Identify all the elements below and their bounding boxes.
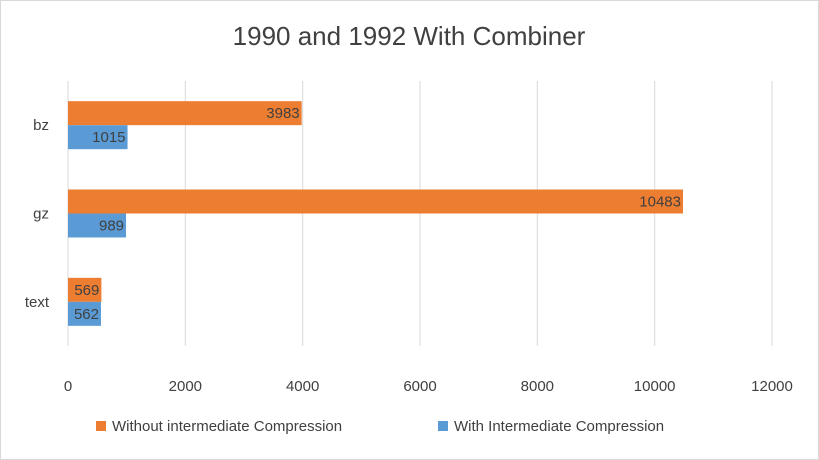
x-tick-label: 12000: [751, 378, 793, 395]
data-label: 3983: [266, 105, 299, 122]
chart-title: 1990 and 1992 With Combiner: [233, 21, 586, 51]
x-tick-label: 6000: [403, 378, 436, 395]
x-tick-label: 8000: [521, 378, 554, 395]
bars: [68, 101, 684, 326]
category-label: gz: [33, 206, 49, 223]
bar: [68, 213, 127, 238]
data-label: 562: [74, 306, 99, 323]
legend-swatch: [96, 421, 106, 431]
bar: [68, 277, 102, 302]
data-label: 1015: [92, 129, 125, 146]
x-tick-label: 0: [64, 378, 72, 395]
legend: Without intermediate Compression With Int…: [96, 418, 664, 435]
category-label: bz: [33, 117, 49, 134]
legend-label: Without intermediate Compression: [112, 418, 342, 435]
data-label: 989: [99, 218, 124, 235]
legend-label: With Intermediate Compression: [454, 418, 664, 435]
bar: [68, 301, 101, 326]
bar: [68, 101, 302, 126]
x-tick-labels: 0 2000 4000 6000 8000 10000 12000: [64, 378, 793, 395]
x-tick-label: 10000: [634, 378, 676, 395]
data-labels: 3983 1015 10483 989 569 562: [74, 105, 681, 323]
x-tick-label: 2000: [169, 378, 202, 395]
data-label: 569: [74, 282, 99, 299]
data-label: 10483: [639, 194, 681, 211]
legend-swatch: [438, 421, 448, 431]
category-label: text: [25, 294, 50, 311]
x-tick-label: 4000: [286, 378, 319, 395]
category-labels: bz gz text: [25, 117, 50, 311]
bar: [68, 189, 684, 214]
bar: [68, 125, 128, 150]
